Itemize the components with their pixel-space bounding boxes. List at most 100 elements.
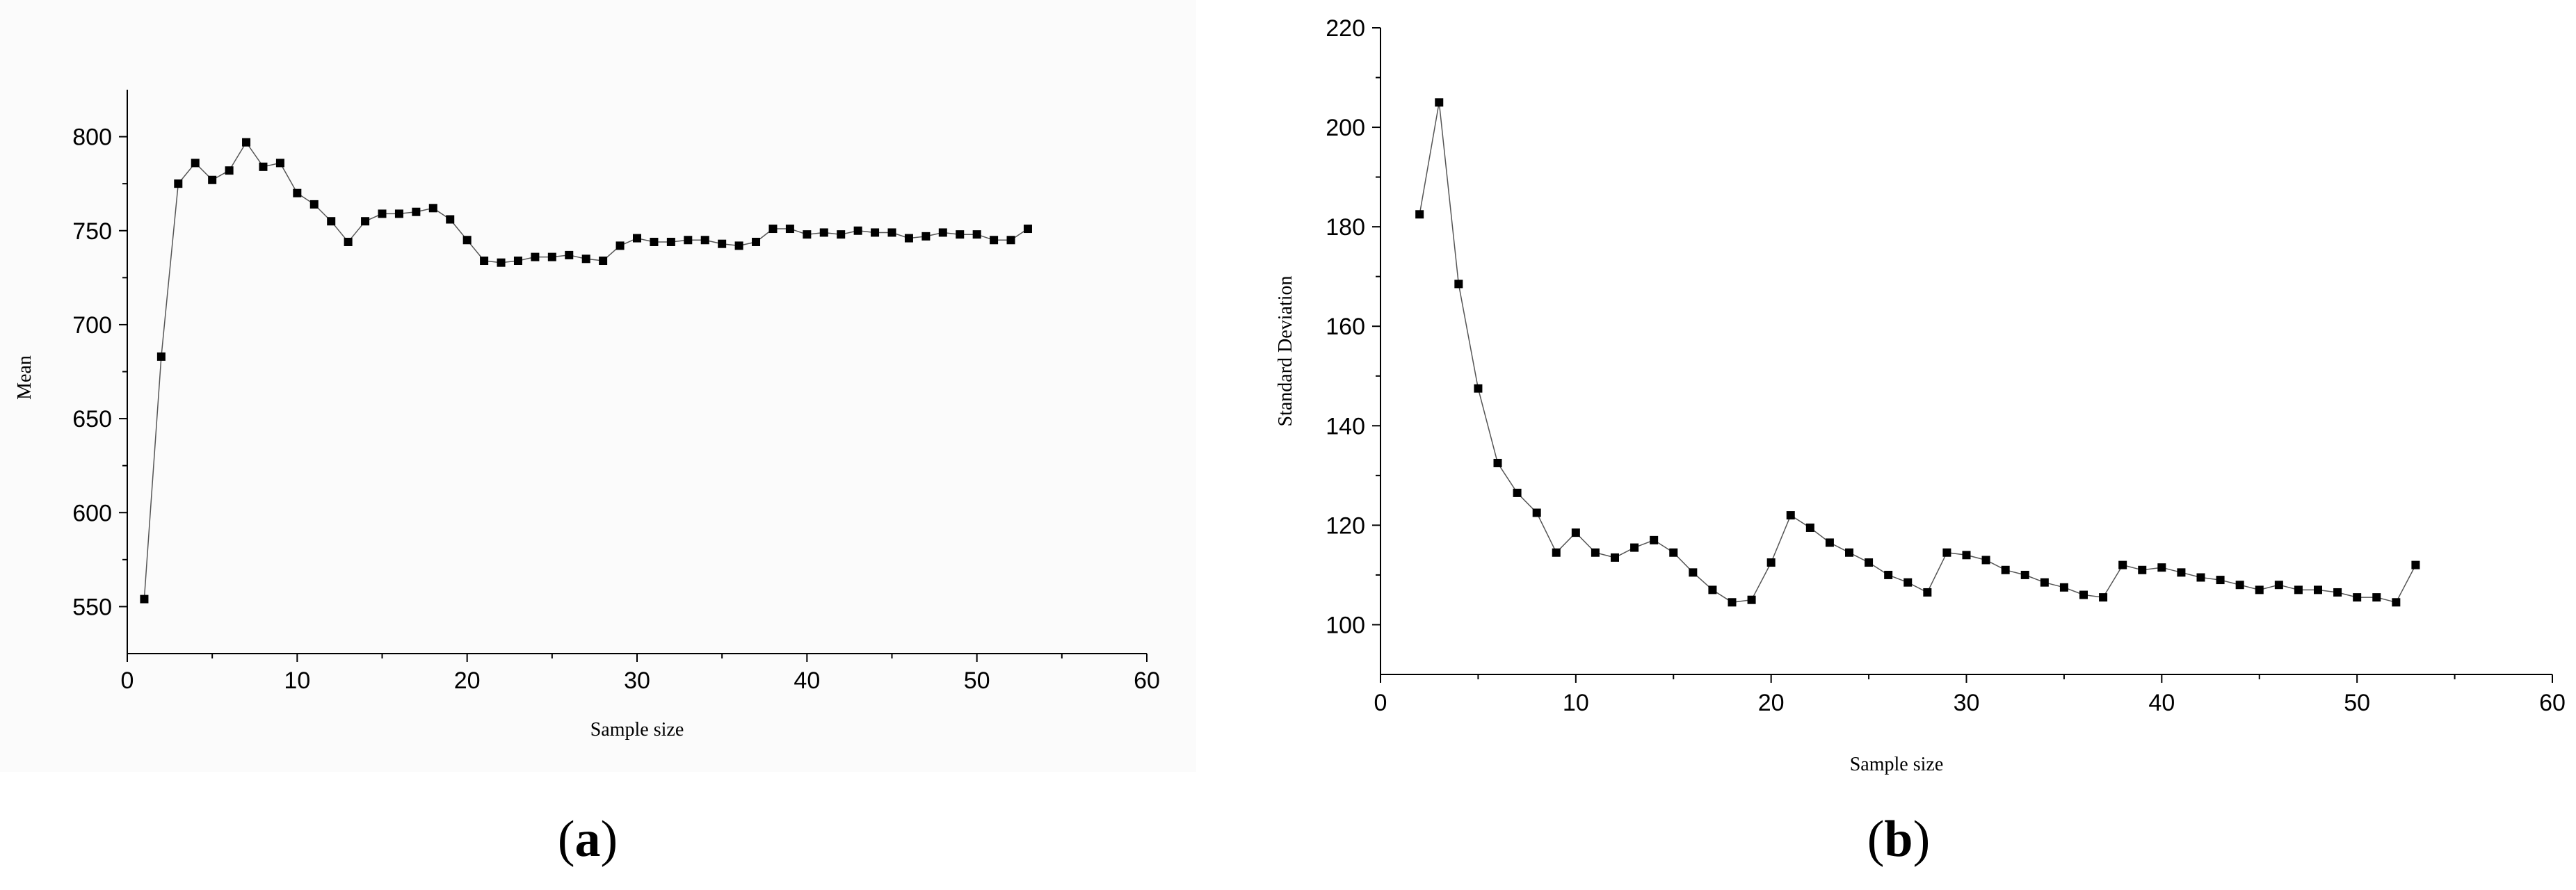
x-tick-label: 10	[1563, 690, 1589, 716]
data-point	[462, 236, 472, 245]
data-point	[1415, 210, 1424, 219]
x-tick-label: 40	[794, 668, 820, 694]
data-point	[1747, 595, 1756, 604]
data-point	[1435, 98, 1444, 107]
data-point	[1513, 488, 1522, 497]
data-point	[344, 237, 353, 246]
data-point	[1805, 523, 1814, 532]
data-point	[752, 237, 761, 246]
data-point	[309, 200, 319, 209]
x-tick-label: 60	[1134, 668, 1160, 694]
data-point	[1023, 225, 1032, 234]
data-point	[1611, 553, 1619, 562]
data-point	[2138, 565, 2147, 574]
data-point	[2333, 588, 2342, 597]
data-point	[275, 159, 284, 168]
data-point	[1493, 458, 1502, 467]
data-point	[174, 179, 183, 188]
data-point	[1825, 538, 1834, 547]
y-tick-label: 100	[1326, 612, 1365, 638]
y-tick-label: 160	[1326, 314, 1365, 340]
data-point	[2040, 578, 2049, 587]
data-point	[394, 209, 403, 218]
data-point	[837, 230, 846, 239]
mean-chart: Sample size Mean 0 10 20 30 40 50 60 550 600 650 7…	[14, 90, 1160, 741]
y-tick-label: 600	[72, 500, 112, 526]
data-point	[1845, 548, 1853, 557]
data-point	[990, 236, 999, 245]
data-point	[2255, 585, 2264, 594]
data-point	[259, 162, 268, 171]
data-point	[497, 258, 506, 267]
data-point	[1942, 548, 1951, 557]
data-point	[633, 234, 641, 243]
data-point	[2353, 593, 2362, 602]
data-point	[1981, 556, 1990, 565]
data-point	[1884, 570, 1893, 579]
caption-b: (b)	[1867, 811, 1931, 868]
data-point	[904, 234, 913, 243]
y-axis-title: Standard Deviation	[1275, 276, 1296, 427]
data-point	[718, 239, 727, 248]
data-point	[1865, 558, 1874, 567]
y-tick-label: 800	[72, 124, 112, 151]
data-point	[650, 237, 659, 246]
x-tick-label: 30	[1954, 690, 1980, 716]
data-point	[734, 241, 743, 250]
data-point	[1650, 535, 1659, 544]
x-tick-label: 50	[964, 668, 990, 694]
data-point	[581, 254, 590, 264]
data-point	[1571, 528, 1580, 537]
data-point	[293, 188, 302, 197]
x-tick-label: 10	[284, 668, 310, 694]
panel-b: Sample size Standard Deviation 0 10 20 30 40…	[1224, 0, 2576, 789]
data-point	[2411, 560, 2420, 569]
data-point	[1591, 548, 1600, 557]
data-point	[428, 204, 437, 213]
x-tick-label: 40	[2148, 690, 2175, 716]
data-point	[378, 209, 387, 218]
data-point	[1474, 384, 1483, 393]
data-point	[871, 228, 880, 237]
x-tick-label: 50	[2344, 690, 2370, 716]
x-tick-label: 60	[2539, 690, 2566, 716]
data-point	[819, 228, 828, 237]
data-point	[2099, 593, 2108, 602]
data-point	[1923, 588, 1932, 597]
data-point	[1766, 558, 1776, 567]
y-tick-label: 200	[1326, 115, 1365, 141]
data-point	[2020, 570, 2029, 579]
data-point	[921, 232, 931, 241]
x-axis-title: Sample size	[590, 719, 684, 741]
y-axis-title: Mean	[14, 355, 35, 400]
data-point	[531, 252, 540, 261]
data-point	[1786, 511, 1795, 520]
data-point	[208, 175, 217, 184]
data-point	[513, 257, 522, 266]
data-point	[2392, 598, 2401, 607]
x-axis-title: Sample size	[1850, 754, 1944, 775]
data-point	[887, 228, 896, 237]
data-point	[1630, 543, 1639, 552]
y-tick-label: 220	[1326, 15, 1365, 42]
data-point	[2118, 560, 2127, 569]
series-line	[143, 141, 1029, 599]
x-tick-label: 20	[454, 668, 481, 694]
data-point	[1689, 568, 1698, 577]
data-point	[938, 228, 947, 237]
x-tick-label: 0	[121, 668, 134, 694]
panel-a: Sample size Mean 0 10 20 30 40 50 60 550 600 650 7…	[0, 0, 1196, 772]
data-point	[700, 236, 709, 245]
y-tick-label: 550	[72, 594, 112, 620]
data-point	[599, 257, 608, 266]
data-point	[412, 207, 421, 216]
data-point	[2001, 565, 2010, 574]
data-point	[2196, 573, 2205, 582]
caption-a: (a)	[557, 811, 618, 868]
data-point	[225, 166, 234, 175]
series-line	[1419, 102, 2417, 604]
x-tick-label: 20	[1758, 690, 1785, 716]
data-point	[1903, 578, 1913, 587]
data-point	[2235, 581, 2244, 590]
data-point	[327, 217, 336, 226]
